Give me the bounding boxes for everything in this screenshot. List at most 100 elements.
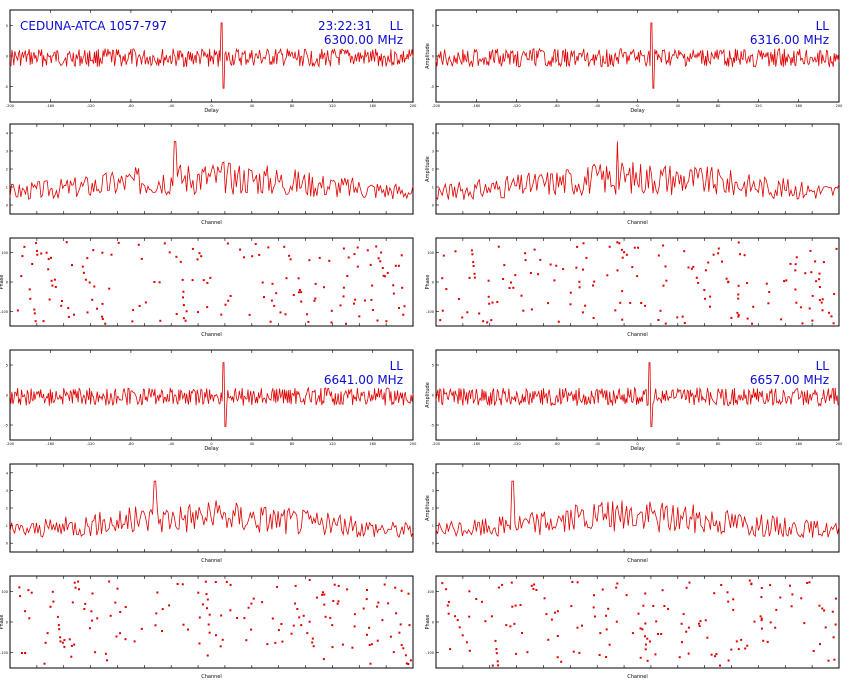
- phase-point: [703, 289, 706, 291]
- phase-point: [832, 322, 835, 325]
- phase-point: [592, 317, 595, 319]
- phase-point: [601, 588, 604, 591]
- y-axis-label: Phase: [0, 615, 5, 630]
- band-1-delay-panel: -200 -160 -120 -80 -40 0 40 80 120 160 200 -5 0 5 Dela…: [5, 9, 416, 114]
- phase-point: [795, 256, 798, 259]
- phase-point: [545, 613, 548, 616]
- phase-point: [312, 645, 315, 648]
- phase-point: [830, 315, 833, 318]
- phase-point: [821, 298, 824, 301]
- phase-point: [639, 656, 642, 659]
- phase-point: [775, 608, 778, 611]
- phase-point: [381, 619, 384, 622]
- phase-point: [108, 287, 111, 290]
- phase-point: [685, 586, 688, 589]
- phase-point: [219, 645, 222, 648]
- phase-point: [402, 313, 405, 316]
- phase-point: [447, 601, 450, 603]
- phase-point: [269, 320, 272, 323]
- phase-point: [766, 640, 769, 643]
- phase-point: [101, 315, 104, 318]
- phase-point: [185, 310, 188, 313]
- phase-point: [441, 309, 444, 312]
- phase-point: [811, 319, 814, 322]
- x-tick-label: 80: [716, 442, 720, 446]
- phase-point: [660, 633, 663, 635]
- phase-point: [380, 251, 383, 254]
- phase-point: [505, 624, 508, 627]
- phase-point: [737, 241, 740, 244]
- phase-point: [515, 652, 518, 655]
- phase-point: [182, 290, 185, 293]
- phase-point: [78, 588, 80, 591]
- phase-point: [695, 276, 698, 279]
- phase-point: [699, 620, 702, 623]
- x-tick-label: -200: [432, 104, 440, 108]
- phase-point: [331, 646, 334, 649]
- phase-point: [524, 259, 527, 262]
- y-tick-label: -100: [0, 310, 8, 314]
- x-axis-label: Delay: [204, 108, 218, 114]
- phase-point: [584, 304, 587, 307]
- phase-point: [445, 588, 448, 591]
- phase-point: [33, 308, 36, 311]
- y-tick-label: 1: [6, 524, 8, 528]
- phase-point: [175, 255, 178, 258]
- phase-point: [578, 651, 581, 654]
- phase-point: [473, 276, 476, 279]
- y-tick-label: 100: [427, 251, 434, 255]
- phase-point: [503, 264, 506, 267]
- phase-point: [30, 591, 33, 594]
- phase-point: [45, 251, 48, 254]
- band-4-amplitude-panel: 0 1 2 3 4 Channel Amplitude: [425, 463, 840, 564]
- phase-point: [408, 624, 411, 627]
- phase-point: [399, 623, 402, 626]
- phase-point: [608, 643, 611, 646]
- phase-point: [392, 651, 395, 654]
- phase-point: [382, 274, 385, 277]
- phase-point: [519, 604, 522, 606]
- phase-point: [562, 268, 565, 271]
- phase-point: [475, 598, 478, 600]
- phase-point: [106, 659, 108, 662]
- phase-point: [571, 581, 574, 583]
- phase-point: [207, 623, 210, 626]
- phase-point: [497, 245, 500, 248]
- phase-point: [353, 625, 356, 628]
- y-tick-label: 0: [432, 394, 434, 398]
- phase-point: [737, 284, 740, 287]
- band-2-amplitude-panel: 0 1 2 3 4 Channel Amplitude: [425, 123, 840, 226]
- phase-point: [356, 246, 359, 249]
- phase-point: [735, 640, 738, 643]
- phase-point: [290, 632, 293, 635]
- phase-point: [800, 597, 803, 600]
- phase-point: [621, 290, 624, 293]
- phase-point: [468, 649, 471, 652]
- frequency-label: 6641.00 MHz: [324, 373, 403, 387]
- y-tick-label: 0: [432, 55, 434, 59]
- phase-point: [370, 643, 373, 646]
- phase-point: [706, 636, 709, 639]
- band-1-amplitude-panel: 0 1 2 3 4 Channel: [6, 123, 414, 226]
- phase-point: [200, 255, 203, 258]
- phase-point: [86, 257, 89, 260]
- amplitude-series-line: [9, 141, 414, 200]
- x-tick-label: -80: [554, 104, 560, 108]
- phase-point: [161, 630, 163, 632]
- phase-point: [277, 629, 280, 632]
- phase-point: [71, 601, 74, 604]
- phase-point: [229, 609, 232, 612]
- y-tick-label: 0: [432, 281, 434, 285]
- x-axis-label: Channel: [201, 332, 222, 338]
- phase-point: [197, 311, 199, 314]
- phase-point: [447, 612, 450, 615]
- phase-point: [783, 280, 786, 283]
- phase-point: [732, 608, 735, 611]
- phase-point: [20, 275, 23, 278]
- phase-point: [795, 301, 798, 304]
- y-axis-label: Amplitude: [425, 382, 431, 408]
- phase-point: [302, 614, 305, 617]
- phase-point: [815, 280, 818, 283]
- phase-point: [662, 284, 665, 287]
